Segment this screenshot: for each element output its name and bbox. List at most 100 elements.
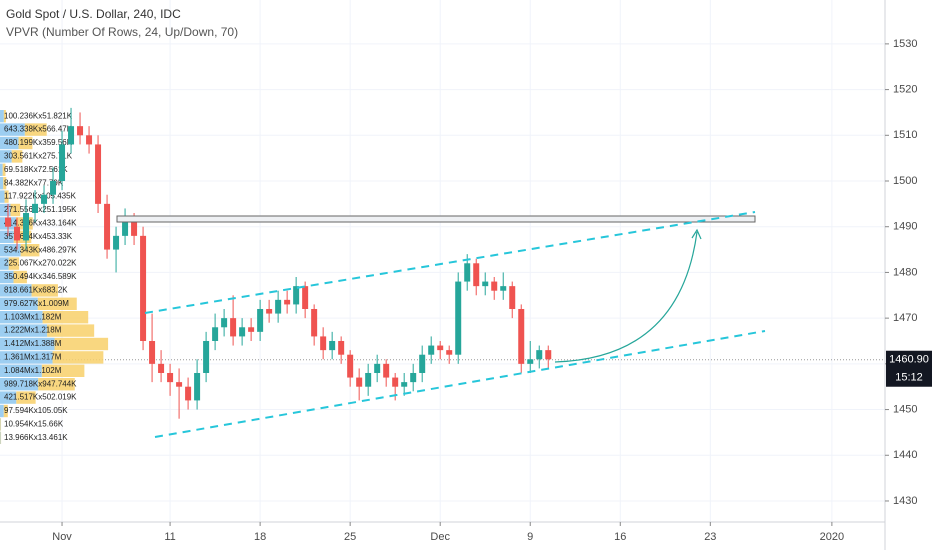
candle-body [401, 382, 408, 387]
arrow-head [691, 228, 702, 240]
profile-label: 818.661Kx683.2K [4, 286, 68, 295]
profile-down [11, 150, 23, 163]
candle-body [176, 382, 183, 387]
candle-body [464, 263, 471, 282]
candle-body [383, 363, 390, 378]
profile-down [38, 378, 75, 391]
profile-up [0, 230, 14, 243]
profile-up [0, 404, 4, 418]
x-tick-label: 2020 [820, 531, 844, 543]
profile-label: 979.627Kx1.009M [4, 299, 69, 308]
candle-body [437, 345, 444, 351]
profile-label: 271.556Kx251.195K [4, 205, 77, 214]
profile-label: 1.361Mx1.317M [4, 353, 62, 362]
profile-label: 989.718Kx947.744K [4, 379, 77, 388]
channel-upper [144, 211, 756, 314]
candle-body [131, 217, 138, 236]
profile-up [0, 177, 4, 190]
x-tick-label: 23 [704, 531, 716, 543]
projection-arrow [554, 231, 698, 363]
candle-body [113, 235, 120, 250]
candle-body [68, 126, 75, 145]
x-tick-label: 18 [254, 531, 266, 543]
candle-body [194, 372, 201, 401]
x-tick-label: 25 [344, 531, 356, 543]
profile-label: 534.343Kx486.297K [4, 245, 77, 254]
y-tick-label: 1450 [893, 403, 917, 415]
profile-up [0, 337, 55, 351]
profile-label: 69.518Kx72.561K [4, 165, 68, 174]
profile-up [0, 378, 39, 391]
chart-title: Gold Spot / U.S. Dollar, 240, IDC [6, 7, 181, 21]
profile-up [0, 136, 19, 150]
candle-body [221, 318, 228, 328]
x-tick-label: 16 [614, 531, 626, 543]
profile-down [0, 431, 2, 444]
profile-up [0, 391, 17, 404]
candle-body [419, 354, 426, 373]
profile-down [0, 418, 2, 431]
candle-body [212, 327, 219, 341]
profile-down [24, 123, 47, 136]
candle-body [365, 372, 372, 387]
candle-body [329, 340, 336, 351]
volume-profile: 100.236Kx51.821K 643.338Kx566.47K 480.199K… [0, 110, 109, 444]
profile-down [54, 337, 109, 351]
drawings [116, 211, 766, 438]
profile-label: 117.922Kx105.435K [4, 192, 77, 201]
candle-body [275, 299, 282, 314]
profile-label: 13.966Kx13.461K [4, 433, 68, 442]
candle-body [32, 203, 39, 214]
candle-body [230, 318, 237, 337]
candle-body [527, 359, 534, 364]
y-tick-label: 1440 [893, 449, 917, 461]
candle-body [518, 308, 525, 364]
profile-label: 350.494Kx346.589K [4, 272, 77, 281]
candle-body [266, 308, 273, 314]
profile-down [3, 177, 7, 190]
profile-label: 1.412Mx1.388M [4, 339, 62, 348]
candle-body [428, 345, 435, 355]
candle-body [509, 286, 516, 309]
profile-up [0, 297, 38, 310]
candle-body [338, 340, 345, 355]
x-tick-label: 9 [527, 531, 533, 543]
candle-body [77, 126, 84, 136]
y-tick-label: 1520 [893, 83, 917, 95]
candle-body [86, 135, 93, 145]
profile-up [0, 270, 14, 284]
profile-up [0, 150, 12, 163]
candle-body [356, 377, 363, 387]
profile-down [3, 110, 6, 123]
candle-body [293, 286, 300, 305]
candle-body [410, 372, 417, 383]
profile-down [37, 297, 77, 310]
profile-label: 1.103Mx1.182M [4, 312, 62, 321]
y-tick-label: 1500 [893, 175, 917, 187]
y-tick-label: 1510 [893, 129, 917, 141]
candle-body [491, 281, 498, 291]
profile-down [3, 404, 8, 418]
profile-label: 1.222Mx1.218M [4, 326, 62, 335]
candle-body [545, 350, 552, 360]
profile-label: 421.517Kx502.019K [4, 393, 77, 402]
candle-body [203, 340, 210, 373]
profile-down [42, 311, 89, 324]
profile-label: 643.338Kx566.47K [4, 125, 73, 134]
candle-body [23, 213, 30, 241]
profile-label: 10.954Kx15.66K [4, 420, 64, 429]
candle-body [392, 377, 399, 387]
x-tick-label: 11 [164, 531, 175, 543]
profile-label: 357.654Kx453.33K [4, 232, 73, 241]
candle-body [5, 217, 12, 227]
profile-down [13, 270, 27, 284]
candle-body [446, 350, 453, 355]
profile-down [18, 136, 33, 150]
candle-body [500, 286, 507, 291]
profile-label: 480.199Kx359.56K [4, 138, 73, 147]
candle-body [95, 144, 102, 204]
candle-body [473, 263, 480, 287]
profile-label: 100.236Kx51.821K [4, 111, 73, 120]
countdown: 15:12 [895, 372, 923, 384]
